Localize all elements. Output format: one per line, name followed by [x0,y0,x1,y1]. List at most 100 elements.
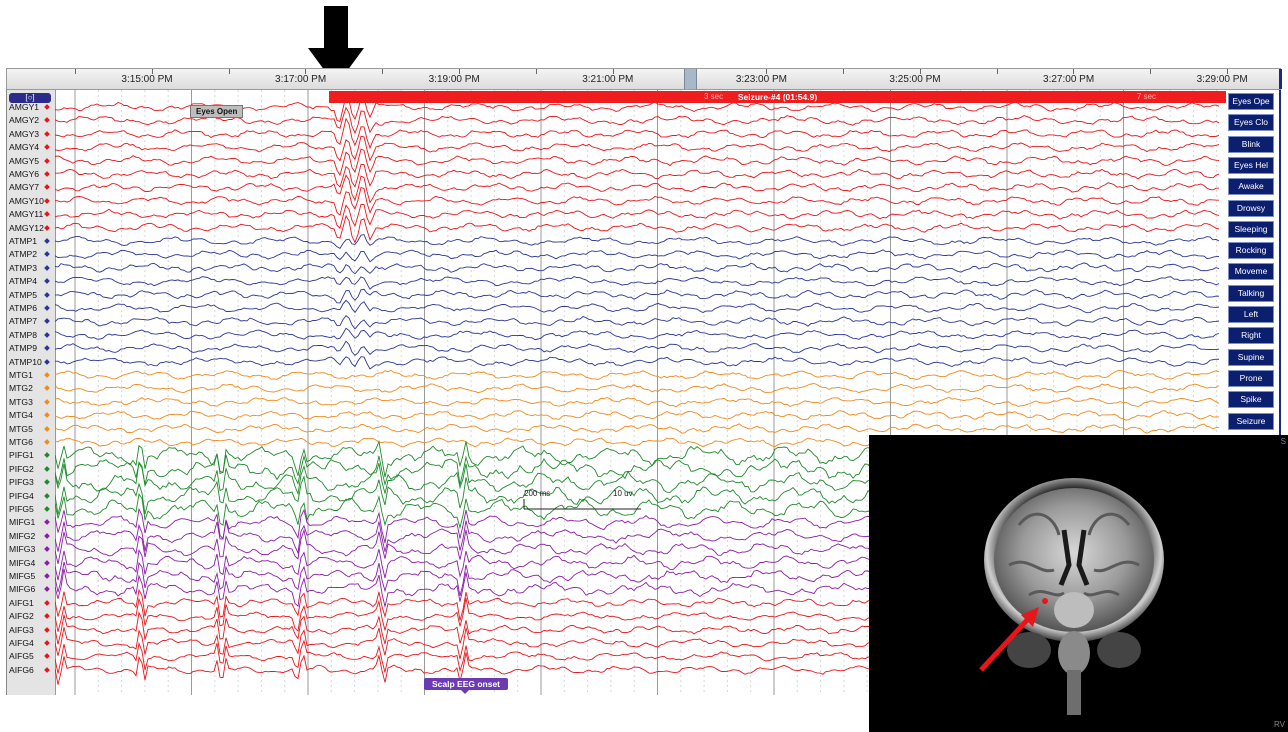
ruler-edge [1279,69,1282,89]
channel-marker-icon [44,506,50,512]
ruler-tick [612,69,614,74]
event-button[interactable]: Prone [1228,369,1274,387]
eeg-trace [55,148,1220,177]
scalp-onset-pointer-icon [461,690,469,694]
channel-label: PIFG4 [9,490,34,501]
ruler-tick [459,69,460,74]
time-label: 3:17:00 PM [275,74,327,85]
channel-marker-icon [44,238,50,244]
event-button[interactable]: Rocking [1228,242,1274,260]
event-button[interactable]: Right [1228,327,1274,345]
channel-marker-icon [44,372,50,378]
event-button[interactable]: Talking [1228,284,1274,302]
montage-button[interactable]: [○] [9,93,51,103]
channel-label: MTG4 [9,410,33,421]
event-button[interactable]: Drowsy [1228,199,1274,217]
ruler-scroll-thumb[interactable] [684,69,697,89]
channel-label: ATMP1 [9,236,38,246]
channel-label: AIFG4 [9,638,34,648]
channel-marker-icon [44,519,50,526]
channel-label: AMGY6 [9,169,40,179]
ruler-tick [1073,69,1075,74]
channel-label: AMGY2 [9,115,40,126]
eeg-trace [55,423,1219,434]
channel-label: MIFG6 [9,584,36,595]
channel-label: AMGY10 [9,195,44,206]
event-button[interactable]: Blink [1228,135,1274,153]
channel-marker-icon [44,412,50,419]
channel-marker-icon [44,439,50,445]
channel-marker-icon [44,358,50,365]
channel-marker-icon [44,197,50,204]
channel-marker-icon [44,398,50,405]
ruler-tick [843,69,844,74]
channel-label: MTG6 [9,437,33,447]
time-label: 3:27:00 PM [1043,74,1095,85]
channel-marker-icon [44,318,50,325]
channel-marker-icon [44,345,50,352]
channel-marker-icon [44,331,50,338]
channel-label: ATMP6 [9,303,38,313]
channel-marker-icon [44,130,50,137]
channel-label-column: [○] AMGY1 AMGY2 AMGY3 AMGY4 AMGY5 AMGY6 AMGY7 A… [7,90,56,695]
event-button[interactable]: Supine [1228,348,1274,366]
seizure-annotation-bar[interactable]: 3 sec Seizure-#4 (01:54.9) 7 sec [329,91,1226,103]
ruler-tick [228,69,230,74]
black-arrow-icon [308,6,364,86]
channel-label: AIFG1 [9,597,34,608]
scalp-eeg-onset-annotation[interactable]: Scalp EEG onset [424,678,508,690]
ruler-tick [535,69,537,74]
seizure-left-text: 3 sec [704,92,724,101]
channel-label: ATMP4 [9,276,38,287]
event-button[interactable]: Seizure [1228,412,1274,430]
scale-bar [523,499,641,510]
channel-label: MIFG2 [9,530,36,541]
ruler-tick [382,69,384,74]
channel-label: MTG1 [9,370,33,380]
channel-marker-icon [44,613,50,620]
channel-marker-icon [44,586,50,593]
event-button[interactable]: Moveme [1228,263,1274,281]
seizure-right-text: 7 sec [1136,92,1156,101]
eeg-trace [55,356,1220,370]
eyes-open-annotation[interactable]: Eyes Open [190,105,244,118]
event-button[interactable]: Spike [1228,391,1274,409]
channel-label: MIFG5 [9,571,36,581]
channel-marker-icon [44,117,50,124]
scale-time-label: 200 ms [524,489,551,498]
event-button[interactable]: Sleeping [1228,220,1274,238]
eeg-trace [55,187,1220,217]
channel-label: AIFG6 [9,664,34,675]
mri-inset: S RV [869,435,1288,732]
event-button[interactable]: Awake [1228,178,1274,196]
eeg-trace [55,410,1220,421]
ruler-tick [766,69,768,74]
channel-marker-icon [44,626,50,633]
channel-label: ATMP8 [9,329,38,340]
channel-label: PIFG1 [9,450,34,461]
eeg-trace [55,327,1220,341]
event-button[interactable]: Eyes Clo [1228,114,1274,132]
ruler-tick [1150,69,1152,74]
scale-amplitude-label: 10 uv [613,489,633,498]
channel-marker-icon [44,452,50,459]
channel-marker-icon [44,278,50,285]
channel-label: AMGY4 [9,142,40,153]
event-button[interactable]: Left [1228,306,1274,323]
eeg-trace [55,276,1220,290]
time-ruler[interactable]: 3:15:00 PM 3:17:00 PM 3:19:00 PM 3:21:00 PM… [6,68,1282,90]
channel-label: AMGY1 [9,102,40,112]
channel-marker-icon [44,465,50,472]
channel-label: MIFG3 [9,544,36,555]
event-button[interactable]: Eyes Hel [1228,156,1274,174]
channel-marker-icon [44,573,50,579]
channel-label: AIFG3 [9,624,34,635]
time-label: 3:21:00 PM [582,74,634,85]
channel-label: MTG3 [9,396,33,407]
ruler-tick [305,69,307,74]
mri-orientation-top: S [1280,437,1286,446]
ruler-tick [996,69,998,74]
eeg-trace [55,135,1220,162]
event-button[interactable]: Eyes Ope [1228,93,1274,110]
ruler-tick [151,69,153,74]
